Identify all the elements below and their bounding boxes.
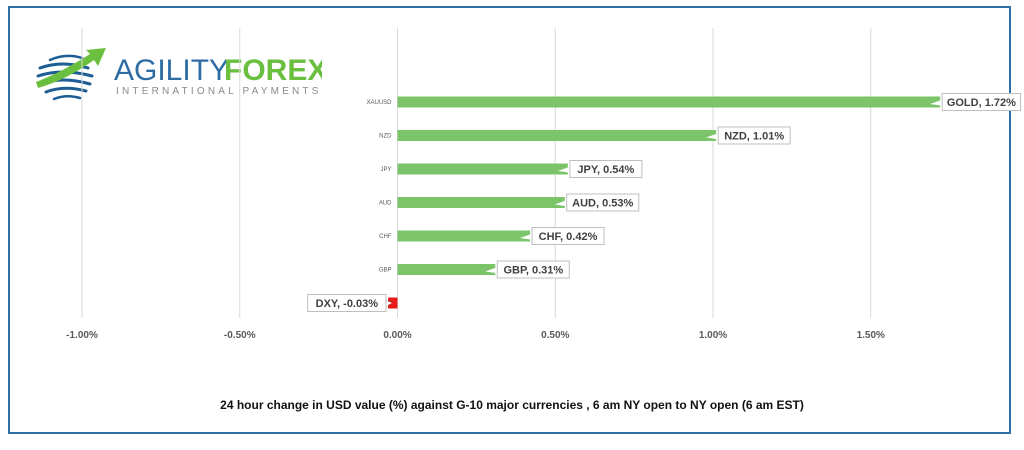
bar (397, 96, 941, 108)
category-label: CHF (379, 234, 392, 240)
bar (388, 297, 398, 309)
data-label: CHF, 0.42% (539, 231, 598, 243)
callout-pointer (554, 199, 569, 207)
data-label: DXY, -0.03% (316, 298, 379, 310)
x-tick-label: -1.00% (66, 330, 98, 341)
globe-arrow-icon: AGILITY FOREX INTERNATIONAL PAYMENTS (36, 48, 327, 101)
data-label: JPY, 0.54% (577, 164, 634, 176)
callout-pointer (706, 132, 721, 140)
chart-caption: 24 hour change in USD value (%) against … (220, 398, 804, 412)
category-label: GBP (379, 268, 392, 274)
bar (397, 163, 568, 175)
bar (397, 130, 717, 141)
callout-pointer (485, 266, 500, 274)
data-label-box (531, 227, 605, 245)
brand-tagline: INTERNATIONAL PAYMENTS (116, 86, 322, 97)
category-label: JPY (380, 167, 391, 173)
bar (397, 230, 531, 242)
x-tick-label: -0.50% (224, 330, 256, 341)
x-tick-label: 1.50% (857, 330, 885, 341)
category-label: NZD (379, 134, 392, 140)
category-label: XAUUSD (366, 100, 392, 106)
data-label-box (566, 193, 640, 212)
bar (397, 264, 496, 275)
agility-forex-logo: AGILITY FOREX INTERNATIONAL PAYMENTS (32, 38, 327, 110)
data-label: GOLD, 1.72% (947, 97, 1016, 109)
x-tick-label: 0.00% (383, 330, 411, 341)
data-label-box (569, 160, 643, 178)
data-label: AUD, 0.53% (572, 198, 633, 210)
data-label: NZD, 1.01% (724, 131, 784, 143)
brand-name-agility: AGILITY (114, 54, 229, 87)
bar (397, 197, 565, 208)
data-label: GBP, 0.31% (503, 265, 563, 277)
callout-pointer (930, 99, 945, 106)
data-label-box (496, 260, 570, 279)
chart-frame (8, 6, 1011, 434)
callout-pointer (557, 166, 572, 173)
data-label-box (941, 93, 1022, 111)
x-tick-label: 1.00% (699, 330, 727, 341)
data-label-box (307, 294, 387, 312)
data-label-box (717, 126, 791, 145)
callout-pointer (520, 233, 535, 240)
x-tick-label: 0.50% (541, 330, 569, 341)
brand-name-forex: FOREX (224, 54, 322, 87)
category-label: AUD (379, 201, 392, 207)
